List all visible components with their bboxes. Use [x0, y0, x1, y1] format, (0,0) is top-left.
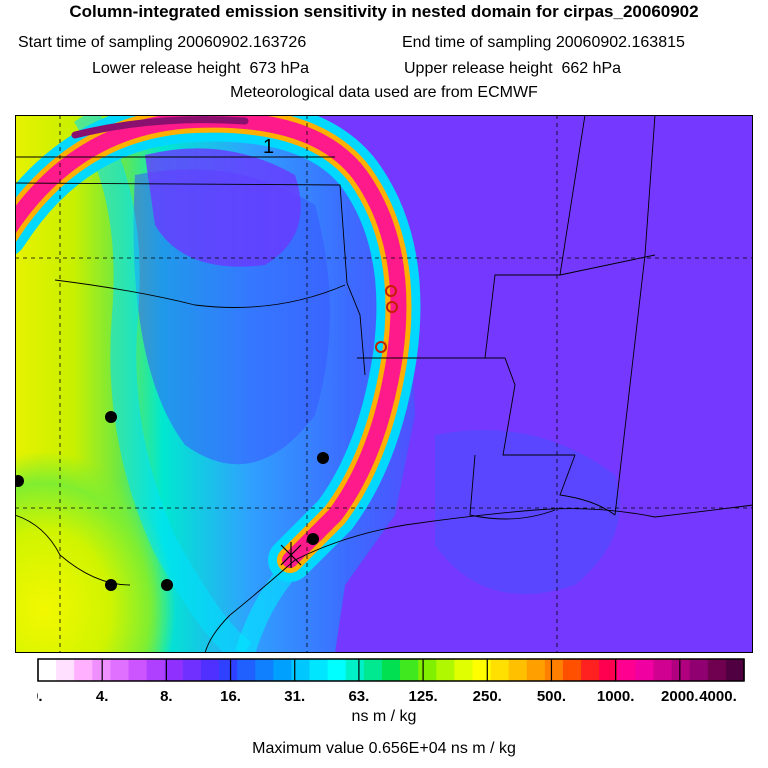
colorbar-swatch [689, 659, 709, 681]
site-dot [105, 579, 117, 591]
colorbar-swatch [219, 659, 238, 681]
colorbar-units: ns m / kg [351, 708, 417, 725]
sensitivity-map: 1 [15, 115, 753, 653]
colorbar-swatch [562, 659, 582, 681]
plume-peak [71, 116, 249, 139]
colorbar-swatch [635, 659, 655, 681]
colorbar-swatch [200, 659, 220, 681]
colorbar-swatch [309, 659, 329, 681]
colorbar-swatch [454, 659, 474, 681]
site-dot [15, 475, 24, 487]
purple-patch-north [145, 148, 301, 267]
lower-release-height: Lower release height 673 hPa [92, 60, 310, 77]
release-markers [375, 285, 398, 353]
colorbar: 0. 4. 8. 16. 31. 63. 125. 250. 500. 1000. 2000.400… [37, 658, 745, 705]
plume-core [15, 115, 407, 568]
met-data-line: Meteorological data used are from ECMWF [230, 84, 538, 101]
colorbar-swatch [617, 659, 636, 681]
chart-title: Column-integrated emission sensitivity i… [69, 2, 699, 21]
colorbar-swatch [110, 659, 130, 681]
colorbar-swatch [490, 659, 510, 681]
site-dot [105, 411, 117, 423]
colorbar-tick-label: 1000. [597, 688, 635, 705]
colorbar-swatch [291, 659, 311, 681]
colorbar-swatch [707, 659, 727, 681]
colorbar-swatch [327, 659, 347, 681]
colorbar-swatch [400, 659, 419, 681]
colorbar-swatch [146, 659, 166, 681]
lat-lon-grid [15, 115, 753, 653]
colorbar-swatch [472, 659, 492, 681]
site-dot [161, 579, 173, 591]
release-marker [375, 341, 387, 353]
colorbar-swatch [581, 659, 600, 681]
colorbar-swatch [418, 659, 437, 681]
cyan-band [73, 115, 253, 653]
colorbar-tick-label: 125. [408, 688, 437, 705]
colorbar-tick-label: 500. [537, 688, 566, 705]
colorbar-swatch [725, 659, 745, 681]
colorbar-swatch [345, 659, 365, 681]
colorbar-tick-label: 8. [160, 688, 173, 705]
release-origin-marker [280, 542, 302, 568]
colorbar-tick-label: 2000. [661, 688, 699, 705]
colorbar-swatch [237, 659, 256, 681]
maximum-value: Maximum value 0.656E+04 ns m / kg [252, 740, 516, 757]
colorbar-tick-label: 63. [348, 688, 369, 705]
colorbar-swatch [273, 659, 293, 681]
colorbar-swatch [526, 659, 546, 681]
contour-label: 1 [263, 136, 274, 158]
purple-field [245, 115, 753, 653]
start-time: Start time of sampling 20060902.163726 [18, 34, 307, 51]
colorbar-swatch [363, 659, 383, 681]
map-frame [15, 115, 753, 653]
release-marker [385, 285, 397, 297]
map-outlines [15, 115, 753, 653]
colorbar-swatch [671, 659, 691, 681]
upper-release-height: Upper release height 662 hPa [404, 60, 622, 77]
colorbar-swatch [255, 659, 274, 681]
colorbar-swatch [164, 659, 184, 681]
release-marker [386, 301, 398, 313]
colorbar-swatch [599, 659, 618, 681]
colorbar-swatch [653, 659, 673, 681]
colorbar-swatch [128, 659, 148, 681]
colorbar-swatch [381, 659, 401, 681]
colorbar-swatch [182, 659, 202, 681]
end-time: End time of sampling 20060902.163815 [402, 34, 685, 51]
site-dot [307, 533, 319, 545]
colorbar-swatch [56, 659, 75, 681]
colorbar-tick-label: 16. [220, 688, 241, 705]
colorbar-swatch [436, 659, 455, 681]
colorbar-tick-label: 4. [96, 688, 109, 705]
colorbar-tick-label: 4000. [699, 688, 737, 705]
colorbar-swatch [544, 659, 564, 681]
colorbar-tick-label: 31. [284, 688, 305, 705]
colorbar-swatch [74, 659, 93, 681]
blue-patch-east [435, 430, 620, 594]
colorbar-swatch [38, 659, 57, 681]
site-dot [317, 452, 329, 464]
colorbar-tick-label: 250. [473, 688, 502, 705]
colorbar-tick-label: 0. [37, 688, 43, 705]
colorbar-swatch [508, 659, 528, 681]
site-dots [15, 411, 329, 591]
